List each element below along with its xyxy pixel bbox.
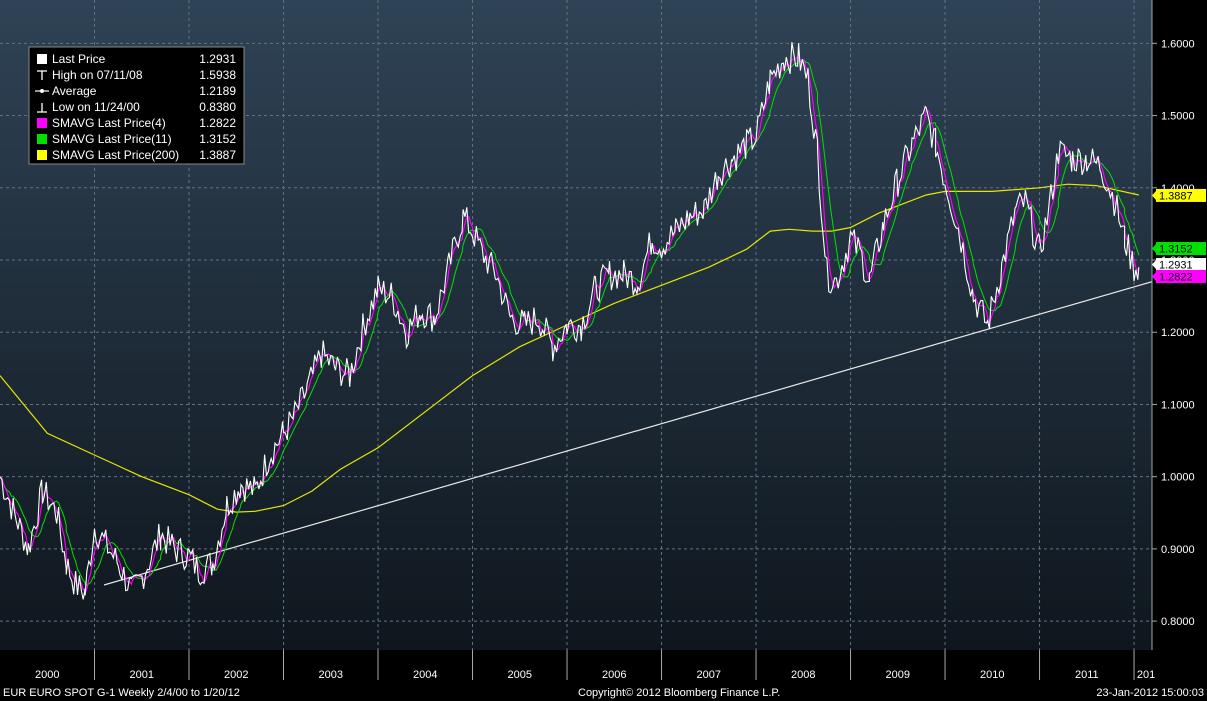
legend-swatch — [37, 150, 47, 160]
legend-entry: SMAVG Last Price(11) 1.3152 — [37, 132, 236, 146]
legend-swatch — [37, 134, 47, 144]
y-tick-label: 1.2000 — [1161, 327, 1195, 339]
y-tick-label: 1.5000 — [1161, 111, 1195, 123]
axis-panel — [1152, 0, 1207, 650]
legend-label: SMAVG Last Price(11) — [52, 132, 172, 146]
legend-label: High on 07/11/08 — [52, 68, 143, 82]
sma4-line — [0, 56, 1140, 594]
y-tick-label: 0.8000 — [1161, 616, 1195, 628]
callout-tag — [1156, 257, 1206, 271]
x-tick-label: 2009 — [886, 669, 910, 681]
x-tick-label: 2010 — [980, 669, 1004, 681]
x-tick-label: 2007 — [697, 669, 721, 681]
y-tick-label: 1.0000 — [1161, 472, 1195, 484]
y-tick-label: 1.6000 — [1161, 38, 1195, 50]
legend-box — [28, 46, 245, 165]
x-tick-label: 2003 — [319, 669, 343, 681]
legend: Last Price 1.2931 High on 07/11/08 1.5938 Av… — [28, 46, 245, 165]
legend-entry: Average 1.2189 — [35, 84, 236, 98]
callout-tag — [1156, 242, 1206, 256]
sma200-line — [0, 183, 1139, 513]
legend-value: 0.8380 — [199, 100, 236, 114]
footer-timestamp: 23-Jan-2012 15:00:03 — [1096, 687, 1204, 699]
callout-tag — [1156, 269, 1206, 283]
legend-value: 1.5938 — [199, 68, 236, 82]
legend-value: 1.3152 — [199, 132, 236, 146]
legend-swatch — [37, 118, 47, 128]
high-marker-icon — [37, 70, 47, 80]
callout-label: 1.2931 — [1159, 259, 1193, 271]
x-axis-ticks: 2000 2001 2002 2003 2004 2005 2006 2007 2008 2009… — [35, 650, 1155, 681]
callout-label: 1.2822 — [1159, 271, 1193, 283]
xaxis-panel — [0, 650, 1207, 701]
callout-label: 1.3887 — [1159, 190, 1193, 202]
legend-entry: Last Price 1.2931 — [37, 52, 236, 66]
average-marker-dot — [40, 89, 44, 93]
x-tick-label: 2005 — [508, 669, 532, 681]
x-tick-label: 2008 — [791, 669, 815, 681]
legend-value: 1.2931 — [199, 52, 236, 66]
last-price-line — [0, 42, 1140, 600]
callout-pointer — [1152, 259, 1156, 269]
x-tick-label: 2004 — [413, 669, 437, 681]
callout-pointer — [1152, 244, 1156, 254]
legend-entry: SMAVG Last Price(200) 1.3887 — [37, 148, 236, 162]
legend-label: Average — [52, 84, 97, 98]
legend-entry: SMAVG Last Price(4) 1.2822 — [37, 116, 236, 130]
y-tick-label: 1.1000 — [1161, 399, 1195, 411]
x-tick-label: 2000 — [35, 669, 59, 681]
low-marker-icon — [37, 103, 47, 113]
trendline — [103, 281, 1152, 586]
x-tick-label: 2002 — [224, 669, 248, 681]
legend-value: 1.3887 — [199, 148, 236, 162]
callout-pointer — [1152, 190, 1156, 200]
sma11-line — [0, 59, 1140, 586]
footer-copyright: Copyright© 2012 Bloomberg Finance L.P. — [578, 687, 780, 699]
callout-pointer — [1152, 271, 1156, 281]
legend-entry: Low on 11/24/00 0.8380 — [37, 100, 236, 114]
y-tick-label: 0.9000 — [1161, 544, 1195, 556]
legend-label: Last Price — [52, 52, 106, 66]
footer-security: EUR EURO SPOT G-1 Weekly 2/4/00 to 1/20/… — [3, 687, 240, 699]
legend-value: 1.2189 — [199, 84, 236, 98]
x-tick-label: 2001 — [130, 669, 154, 681]
legend-entry: High on 07/11/08 1.5938 — [37, 68, 236, 82]
legend-label: Low on 11/24/00 — [52, 100, 140, 114]
legend-value: 1.2822 — [199, 116, 236, 130]
x-tick-label: 201 — [1137, 669, 1155, 681]
callout-label: 1.3152 — [1159, 244, 1193, 256]
legend-swatch — [37, 54, 47, 64]
callout-tag — [1156, 188, 1206, 202]
legend-label: SMAVG Last Price(200) — [52, 148, 179, 162]
legend-label: SMAVG Last Price(4) — [52, 116, 166, 130]
x-tick-label: 2011 — [1075, 669, 1099, 681]
x-tick-label: 2006 — [602, 669, 626, 681]
plot-area — [0, 42, 1152, 600]
